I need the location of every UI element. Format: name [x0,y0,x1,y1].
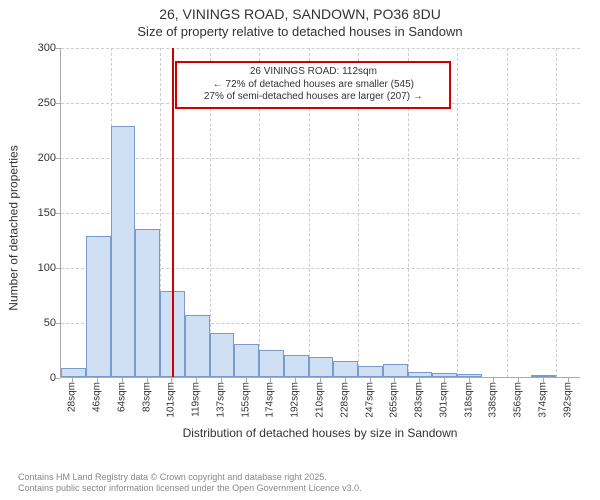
histogram-bar [185,315,210,377]
x-tick-label: 174sqm [265,382,276,418]
x-tick-mark [196,378,197,382]
x-tick-mark [345,378,346,382]
histogram-bar [111,126,136,377]
chart-title-main: 26, VININGS ROAD, SANDOWN, PO36 8DU [0,6,600,22]
x-tick-label: 46sqm [92,382,103,412]
x-tick-mark [171,378,172,382]
histogram-bar [408,372,433,378]
x-tick-label: 228sqm [339,382,350,418]
y-tick-mark [56,213,60,214]
x-tick-mark [493,378,494,382]
histogram-bar [284,355,309,377]
y-tick-label: 300 [30,42,56,54]
histogram-bar [86,236,111,377]
histogram-bar [210,333,235,377]
x-tick-mark [469,378,470,382]
x-gridline [507,48,508,377]
x-tick-mark [246,378,247,382]
annotation-box: 26 VININGS ROAD: 112sqm← 72% of detached… [175,61,451,109]
x-tick-label: 392sqm [562,382,573,418]
histogram-bar [432,373,457,377]
x-tick-mark [147,378,148,382]
histogram-bar [531,375,556,377]
x-tick-label: 192sqm [290,382,301,418]
x-tick-label: 137sqm [215,382,226,418]
chart-plot: 26 VININGS ROAD: 112sqm← 72% of detached… [60,48,580,378]
x-tick-label: 28sqm [67,382,78,412]
histogram-bar [358,366,383,377]
histogram-bar [309,357,334,377]
y-gridline [61,48,580,49]
footer-line-2: Contains public sector information licen… [18,483,362,494]
x-tick-mark [97,378,98,382]
reference-marker-line [172,48,174,377]
histogram-bar [234,344,259,377]
x-axis-label: Distribution of detached houses by size … [60,426,580,440]
x-tick-label: 318sqm [463,382,474,418]
x-tick-label: 210sqm [315,382,326,418]
chart-title-block: 26, VININGS ROAD, SANDOWN, PO36 8DU Size… [0,0,600,39]
x-tick-label: 356sqm [513,382,524,418]
x-gridline [457,48,458,377]
y-tick-label: 150 [30,207,56,219]
x-tick-mark [568,378,569,382]
x-tick-label: 119sqm [191,382,202,417]
x-tick-mark [320,378,321,382]
x-tick-label: 301sqm [438,382,449,418]
x-tick-label: 155sqm [240,382,251,418]
x-tick-label: 64sqm [116,382,127,412]
y-tick-mark [56,48,60,49]
x-tick-label: 83sqm [141,382,152,412]
y-tick-label: 200 [30,152,56,164]
y-tick-label: 100 [30,262,56,274]
x-tick-label: 247sqm [364,382,375,418]
x-tick-label: 265sqm [389,382,400,418]
histogram-bar [259,350,284,378]
x-tick-mark [270,378,271,382]
x-tick-mark [444,378,445,382]
histogram-bar [135,229,160,378]
x-tick-mark [543,378,544,382]
x-tick-label: 283sqm [414,382,425,418]
x-tick-label: 338sqm [488,382,499,418]
y-tick-mark [56,378,60,379]
x-tick-mark [72,378,73,382]
y-tick-label: 0 [30,372,56,384]
x-tick-mark [295,378,296,382]
x-tick-label: 374sqm [537,382,548,418]
x-tick-mark [370,378,371,382]
y-tick-label: 50 [30,317,56,329]
x-tick-mark [122,378,123,382]
annotation-line: 26 VININGS ROAD: 112sqm [183,66,443,79]
x-tick-mark [518,378,519,382]
histogram-bar [333,361,358,378]
x-tick-label: 101sqm [166,382,177,418]
y-tick-mark [56,323,60,324]
x-tick-mark [221,378,222,382]
y-gridline [61,213,580,214]
histogram-bar [457,374,482,377]
footer-line-1: Contains HM Land Registry data © Crown c… [18,472,362,483]
chart-title-sub: Size of property relative to detached ho… [0,24,600,39]
annotation-line: ← 72% of detached houses are smaller (54… [183,79,443,92]
histogram-bar [383,364,408,377]
annotation-line: 27% of semi-detached houses are larger (… [183,91,443,104]
x-tick-mark [394,378,395,382]
chart-area: 26 VININGS ROAD: 112sqm← 72% of detached… [0,48,600,453]
y-tick-label: 250 [30,97,56,109]
y-tick-mark [56,158,60,159]
y-tick-mark [56,103,60,104]
histogram-bar [61,368,86,377]
x-tick-mark [419,378,420,382]
y-gridline [61,158,580,159]
chart-footer: Contains HM Land Registry data © Crown c… [18,472,362,495]
y-tick-mark [56,268,60,269]
x-gridline [556,48,557,377]
